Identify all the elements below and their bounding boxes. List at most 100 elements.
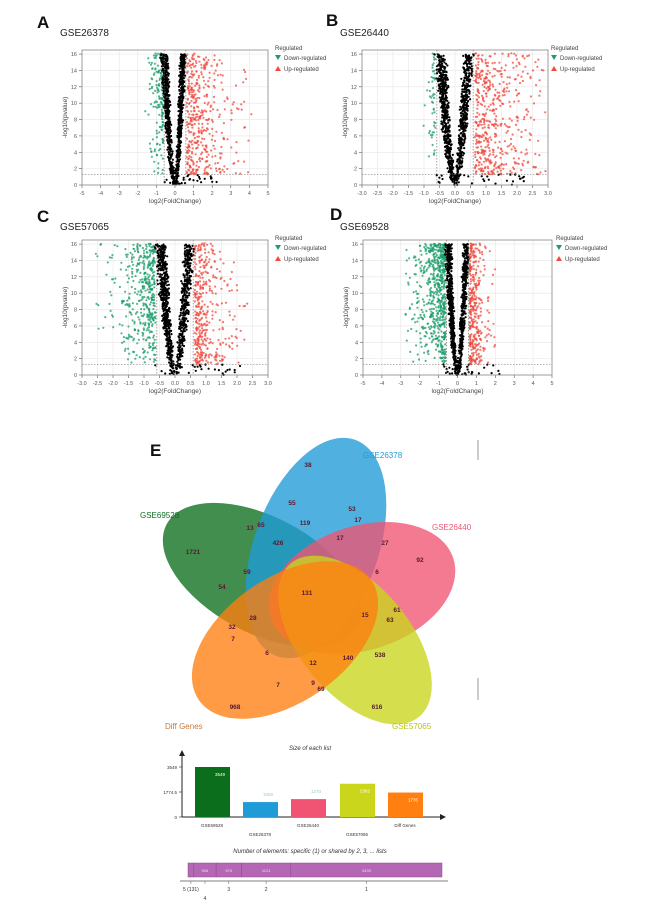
up-regulated-point — [205, 328, 208, 332]
not-significant-point — [188, 292, 191, 295]
down-regulated-point — [140, 314, 143, 317]
not-significant-point — [168, 361, 171, 364]
down-regulated-point — [127, 277, 130, 280]
down-regulated-point — [149, 287, 152, 290]
not-significant-point — [441, 130, 444, 133]
down-regulated-point — [132, 243, 135, 246]
not-significant-point — [443, 125, 447, 128]
up-regulated-point — [218, 113, 221, 116]
down-regulated-point — [146, 273, 149, 276]
up-regulated-point — [196, 317, 199, 320]
not-significant-point — [459, 125, 462, 128]
down-regulated-point — [153, 260, 156, 263]
not-significant-point — [186, 287, 189, 290]
up-regulated-point — [194, 153, 197, 156]
up-regulated-point — [482, 89, 485, 93]
up-regulated-point — [210, 266, 213, 269]
not-significant-point — [179, 134, 182, 137]
up-regulated-point — [211, 244, 214, 247]
down-regulated-point — [161, 140, 164, 144]
not-significant-point — [164, 76, 167, 80]
not-significant-point — [459, 147, 462, 150]
not-significant-point — [180, 113, 183, 117]
up-regulated-point — [498, 140, 501, 143]
not-significant-point — [173, 172, 176, 175]
up-regulated-point — [214, 162, 217, 165]
not-significant-point — [461, 151, 464, 154]
up-regulated-point — [505, 83, 508, 86]
up-regulated-point — [500, 72, 503, 76]
not-significant-point — [437, 89, 440, 92]
down-regulated-point — [140, 291, 143, 294]
down-regulated-point — [157, 90, 160, 93]
up-regulated-point — [192, 90, 195, 93]
x-tick-label: 0 — [456, 381, 459, 387]
up-regulated-point — [513, 167, 516, 171]
down-regulated-point — [161, 96, 164, 99]
down-regulated-point — [132, 247, 135, 250]
x-tick-label: -2.0 — [388, 191, 397, 197]
not-significant-point — [468, 72, 471, 75]
not-significant-point — [178, 318, 181, 321]
up-regulated-point — [510, 142, 513, 145]
not-significant-point — [465, 107, 468, 110]
up-regulated-point — [483, 121, 486, 124]
down-regulated-point — [149, 103, 153, 106]
not-significant-point — [460, 139, 463, 142]
up-regulated-point — [481, 127, 484, 130]
y-axis-label: -log10(pvalue) — [62, 97, 69, 139]
down-regulated-point — [157, 71, 160, 74]
not-significant-point — [159, 279, 162, 282]
down-regulated-point — [430, 76, 433, 79]
up-regulated-point — [208, 279, 211, 282]
down-regulated-point — [139, 271, 142, 274]
up-regulated-point — [208, 287, 212, 290]
not-significant-point — [171, 345, 175, 348]
up-regulated-point — [481, 167, 484, 170]
up-regulated-point — [221, 74, 224, 77]
y-tick-label: 14 — [351, 68, 357, 74]
up-regulated-point — [207, 58, 210, 62]
not-significant-point — [166, 148, 169, 151]
not-significant-point — [167, 117, 170, 121]
up-regulated-point — [200, 153, 203, 156]
up-regulated-point — [222, 262, 225, 265]
up-regulated-point — [224, 337, 227, 340]
not-significant-point — [169, 344, 173, 347]
down-regulated-point — [147, 315, 150, 319]
not-significant-point — [445, 117, 448, 120]
not-significant-point — [160, 53, 163, 56]
up-regulated-point — [196, 311, 199, 314]
not-significant-point — [181, 330, 185, 333]
down-regulated-point — [105, 273, 108, 276]
not-significant-point — [166, 64, 169, 67]
up-regulated-point — [499, 104, 502, 107]
up-regulated-point — [495, 115, 498, 118]
not-significant-point — [446, 167, 449, 170]
up-regulated-point — [195, 263, 198, 266]
down-regulated-point — [96, 255, 99, 258]
down-regulated-point — [109, 290, 112, 293]
down-regulated-point — [137, 299, 140, 302]
not-significant-point — [178, 343, 181, 347]
up-regulated-point — [522, 118, 526, 121]
up-regulated-point — [493, 123, 496, 126]
not-significant-point — [157, 264, 160, 267]
up-regulated-point — [487, 143, 490, 146]
down-regulated-point — [159, 71, 162, 75]
down-regulated-point — [111, 254, 114, 257]
up-regulated-point — [211, 302, 214, 305]
not-significant-point — [182, 56, 185, 59]
down-regulated-point — [431, 112, 434, 115]
up-regulated-point — [200, 331, 203, 334]
down-regulated-point — [159, 147, 162, 151]
not-significant-point — [165, 114, 168, 117]
not-significant-point — [447, 121, 450, 124]
not-significant-point — [164, 372, 167, 375]
down-regulated-point — [141, 334, 144, 337]
not-significant-point — [181, 94, 184, 97]
up-regulated-point — [492, 153, 495, 156]
not-significant-point — [463, 121, 466, 124]
up-regulated-point — [193, 122, 196, 126]
up-regulated-point — [532, 102, 536, 105]
